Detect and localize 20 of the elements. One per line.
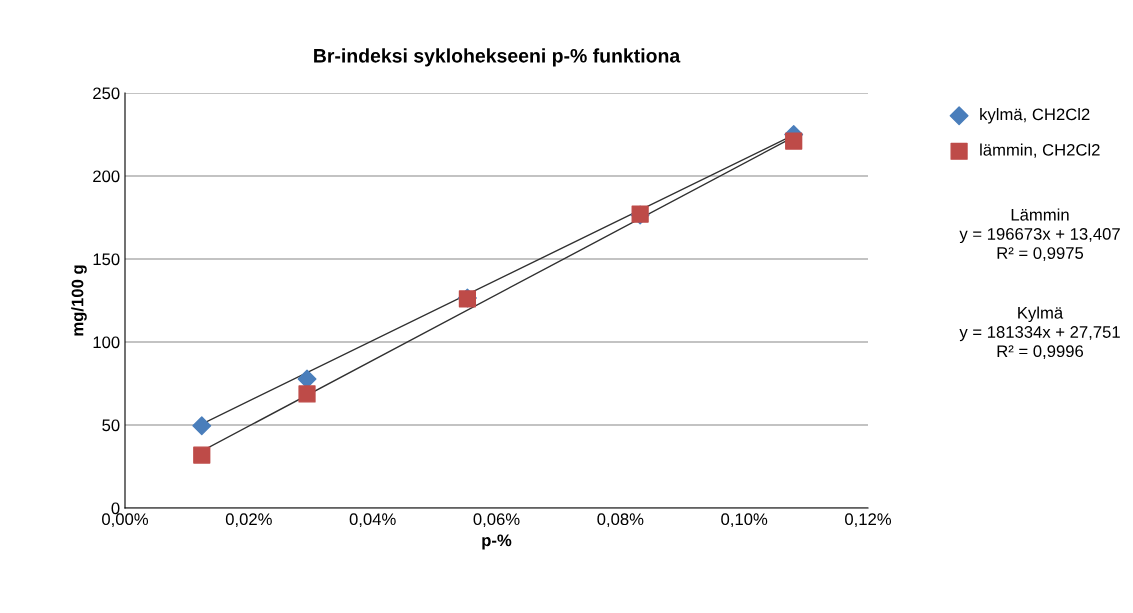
x-tick-label: 0,12%: [845, 513, 892, 528]
x-tick-label: 0,10%: [721, 513, 768, 528]
y-tick-label: 50: [102, 419, 120, 432]
y-tick-label: 250: [93, 87, 120, 100]
x-tick-label: 0,06%: [473, 513, 520, 528]
x-tick-label: 0,00%: [102, 513, 149, 528]
y-tick-label: 150: [93, 253, 120, 266]
x-tick-label: 0,04%: [349, 513, 396, 528]
x-tick-label: 0,02%: [225, 513, 272, 528]
y-tick-label: 0: [111, 502, 120, 515]
y-tick-label: 200: [93, 170, 120, 183]
y-tick-label: 100: [93, 336, 120, 349]
x-axis-title: p-%: [482, 534, 512, 550]
text: Lämmin y = 196673x + 13,407 R² = 0,9975: [959, 208, 1120, 261]
y-axis-title: mg/100 g: [71, 265, 87, 336]
legend-label: lämmin, CH2Cl2: [980, 143, 1100, 158]
chart-title: Br-indeksi syklohekseeni p-% funktiona: [314, 48, 681, 67]
x-tick-label: 0,08%: [597, 513, 644, 528]
text: Kylmä y = 181334x + 27,751 R² = 0,9996: [959, 306, 1120, 360]
legend-label: kylmä, CH2Cl2: [980, 108, 1090, 124]
